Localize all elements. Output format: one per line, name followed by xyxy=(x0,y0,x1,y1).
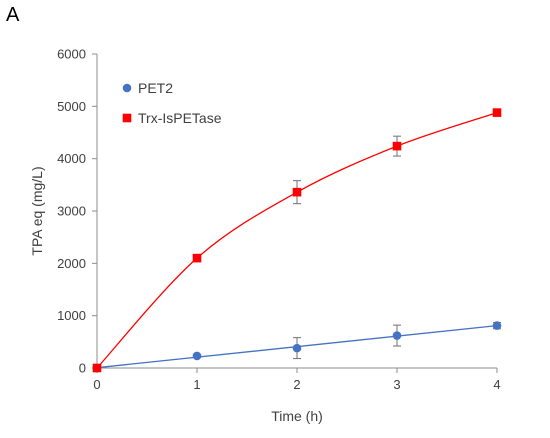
y-tick-label: 2000 xyxy=(57,256,86,271)
x-tick-label: 1 xyxy=(193,377,200,392)
data-points xyxy=(92,108,502,373)
legend-marker xyxy=(122,113,132,123)
axes: 0 1000 2000 3000 4000 5000 6000 0 1 2 3 4 Time (h) TP… xyxy=(29,47,501,425)
x-tick-label: 2 xyxy=(293,377,300,392)
legend-marker xyxy=(122,83,132,93)
data-point xyxy=(292,187,302,197)
fit-curves xyxy=(96,111,498,369)
data-point xyxy=(392,331,402,340)
data-point xyxy=(492,108,502,117)
y-tick-label: 1000 xyxy=(57,308,86,323)
y-tick-label: 4000 xyxy=(57,151,86,166)
data-point xyxy=(192,351,202,361)
y-tick-label: 0 xyxy=(79,361,86,376)
data-point xyxy=(392,141,402,151)
y-tick-label: 6000 xyxy=(57,47,86,62)
x-tick-label: 0 xyxy=(93,377,100,392)
x-tick-label: 4 xyxy=(493,377,500,392)
x-axis-title: Time (h) xyxy=(271,408,323,424)
y-tick-label: 5000 xyxy=(57,99,86,114)
data-point xyxy=(492,321,502,330)
data-point xyxy=(192,253,202,263)
legend-label: Trx-IsPETase xyxy=(138,110,222,126)
y-tick-label: 3000 xyxy=(57,204,86,219)
y-axis-title: TPA eq (mg/L) xyxy=(29,166,45,255)
x-tick-label: 3 xyxy=(393,377,400,392)
fit-line-trx-ispetase xyxy=(96,111,498,369)
legend: PET2 Trx-IsPETase xyxy=(122,80,222,126)
panel-label: A xyxy=(6,4,20,26)
data-point xyxy=(92,363,102,373)
legend-label: PET2 xyxy=(138,80,173,96)
data-point xyxy=(292,343,302,353)
error-bars xyxy=(193,110,501,360)
